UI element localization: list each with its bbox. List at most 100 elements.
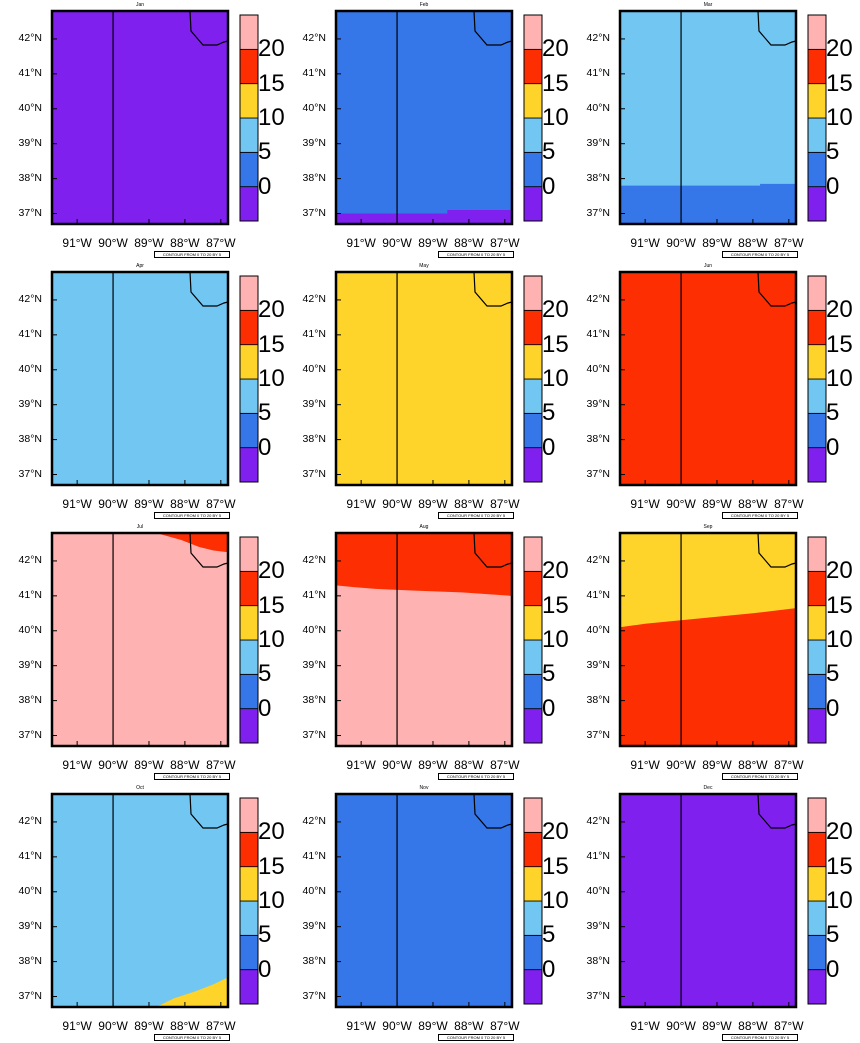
- lon-tick-label: 87°W: [490, 758, 520, 772]
- lat-tick-label: 37°N: [18, 467, 42, 480]
- map-panel-feb: Feb 42°N 41°N 40°N 39°N 38°N 37°N 91°W 90°W 89°W 8…: [284, 0, 569, 260]
- lat-tick-label: 39°N: [302, 658, 326, 671]
- colorbar-frame: [239, 275, 259, 483]
- colorbar-swatch: [807, 275, 827, 311]
- lat-tick-label: 38°N: [18, 954, 42, 967]
- contour-region: [620, 533, 796, 628]
- colorbar-label: 10: [258, 626, 285, 653]
- lon-tick-label: 87°W: [774, 497, 804, 511]
- lon-tick-label: 89°W: [702, 758, 732, 772]
- lat-tick-label: 42°N: [302, 814, 326, 827]
- colorbar-swatch: [239, 83, 259, 119]
- contour-footnote: CONTOUR FROM 0 TO 20 BY 5: [154, 1034, 230, 1041]
- colorbar-swatch: [807, 309, 827, 346]
- panel-title: Apr: [136, 263, 144, 269]
- coastline: [189, 271, 229, 307]
- plot-frame: [50, 531, 230, 748]
- colorbar-swatch: [523, 934, 543, 971]
- lon-tick-label: 87°W: [206, 236, 236, 250]
- contour-footnote: CONTOUR FROM 0 TO 20 BY 5: [438, 512, 514, 519]
- lat-tick-label: 41°N: [586, 327, 610, 340]
- colorbar-swatch: [807, 831, 827, 868]
- lon-tick-label: 89°W: [418, 758, 448, 772]
- colorbar-swatch: [239, 117, 259, 153]
- panel-title: May: [419, 263, 429, 269]
- lon-tick-label: 87°W: [774, 236, 804, 250]
- lon-tick-label: 89°W: [134, 758, 164, 772]
- colorbar-label: 5: [826, 660, 840, 688]
- lat-tick-label: 37°N: [302, 728, 326, 741]
- colorbar-frame: [239, 14, 259, 222]
- map-svg: [334, 531, 543, 748]
- lat-tick-label: 39°N: [586, 658, 610, 671]
- colorbar-label: 15: [542, 330, 569, 358]
- colorbar-frame: [523, 536, 543, 744]
- colorbar-swatch: [239, 186, 259, 222]
- lon-tick-label: 89°W: [418, 497, 448, 511]
- colorbar-label: 5: [826, 138, 840, 166]
- map-fill: [52, 272, 228, 485]
- colorbar-label: 0: [542, 694, 556, 722]
- lat-tick-label: 40°N: [302, 101, 326, 114]
- coastline: [757, 271, 797, 307]
- colorbar-swatch: [807, 969, 827, 1005]
- lon-tick-label: 90°W: [98, 1019, 128, 1033]
- plot-frame: [618, 270, 798, 487]
- lon-tick-label: 90°W: [382, 1019, 412, 1033]
- colorbar-label: 15: [258, 330, 285, 358]
- map-svg: [50, 531, 259, 748]
- colorbar-label: 15: [542, 591, 569, 619]
- colorbar-swatch: [523, 83, 543, 119]
- lon-tick-label: 91°W: [62, 1019, 92, 1033]
- lat-tick-label: 37°N: [302, 206, 326, 219]
- colorbar-label: 15: [542, 852, 569, 880]
- lon-tick-label: 90°W: [666, 497, 696, 511]
- lat-tick-label: 39°N: [18, 397, 42, 410]
- map-panel-sep: Sep 42°N 41°N 40°N 39°N 38°N 37°N 91°W 90°W 89°W 8…: [568, 522, 853, 782]
- lat-tick-label: 39°N: [302, 397, 326, 410]
- contour-footnote: CONTOUR FROM 0 TO 20 BY 5: [154, 773, 230, 780]
- colorbar-swatch: [239, 934, 259, 971]
- colorbar-swatch: [523, 412, 543, 449]
- map-panel-jan: Jan 42°N 41°N 40°N 39°N 38°N 37°N 91°W 90°W 89°W 8…: [0, 0, 285, 260]
- lat-tick-label: 40°N: [586, 884, 610, 897]
- lat-tick-label: 42°N: [302, 292, 326, 305]
- lat-tick-label: 40°N: [586, 101, 610, 114]
- colorbar-swatch: [239, 14, 259, 50]
- colorbar-swatch: [807, 378, 827, 414]
- lon-tick-label: 88°W: [738, 236, 768, 250]
- plot-frame: [334, 792, 514, 1009]
- contour-region: [156, 533, 228, 553]
- map-panel-jul: Jul 42°N 41°N 40°N 39°N 38°N 37°N 91°W 90°W 89°W 8…: [0, 522, 285, 782]
- colorbar-swatch: [523, 14, 543, 50]
- colorbar-swatch: [239, 48, 259, 85]
- lon-tick-label: 91°W: [630, 236, 660, 250]
- lat-tick-label: 39°N: [18, 658, 42, 671]
- colorbar-label: 20: [826, 296, 853, 324]
- lat-tick-label: 40°N: [18, 101, 42, 114]
- lat-tick-label: 37°N: [586, 728, 610, 741]
- lon-tick-label: 87°W: [490, 1019, 520, 1033]
- lat-tick-label: 42°N: [586, 814, 610, 827]
- panel-title: Oct: [136, 785, 144, 791]
- lat-tick-label: 41°N: [302, 66, 326, 79]
- map-svg: [334, 270, 543, 487]
- lon-tick-label: 88°W: [738, 758, 768, 772]
- map-svg: [618, 9, 827, 226]
- lon-tick-label: 88°W: [454, 1019, 484, 1033]
- colorbar-swatch: [807, 797, 827, 833]
- colorbar-label: 0: [258, 694, 272, 722]
- lat-tick-label: 40°N: [586, 362, 610, 375]
- lat-tick-label: 38°N: [586, 432, 610, 445]
- lat-tick-label: 40°N: [18, 362, 42, 375]
- panel-title: Jan: [135, 2, 145, 8]
- colorbar-swatch: [523, 378, 543, 414]
- lat-tick-label: 41°N: [18, 327, 42, 340]
- colorbar-label: 5: [258, 921, 272, 949]
- panel-title: Jun: [703, 263, 713, 269]
- coastline: [473, 271, 513, 307]
- lat-tick-label: 38°N: [302, 693, 326, 706]
- plot-frame: [618, 531, 798, 748]
- lat-tick-label: 42°N: [18, 814, 42, 827]
- colorbar-swatch: [239, 536, 259, 572]
